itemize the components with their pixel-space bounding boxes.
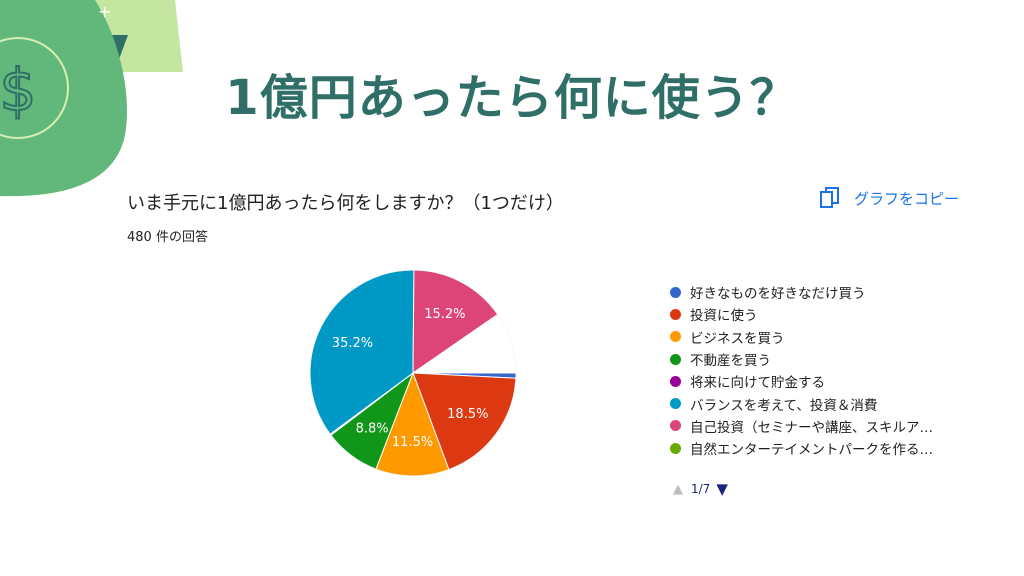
legend-swatch: [670, 331, 681, 343]
pie-data-label: 11.5%: [392, 435, 433, 450]
legend-item: 将来に向けて貯金する: [670, 370, 933, 392]
pie-data-label: 8.8%: [356, 421, 389, 436]
legend-item: ビジネスを買う: [670, 326, 933, 348]
svg-text:+: +: [98, 2, 111, 21]
legend-swatch: [670, 375, 681, 387]
dollar-coin-icon: $: [0, 55, 37, 125]
legend-item: 自己投資（セミナーや講座、スキルア…: [670, 415, 933, 437]
pie-outline: [309, 270, 517, 477]
legend-label: 好きなものを好きなだけ買う: [690, 286, 866, 303]
legend-swatch: [670, 308, 681, 320]
legend-page-indicator: 1/7: [691, 482, 711, 496]
legend-item: 不動産を買う: [670, 348, 933, 370]
legend-label: 不動産を買う: [690, 353, 771, 370]
triangle-down-icon[interactable]: ▼: [716, 480, 728, 498]
pie-data-label: 18.5%: [447, 407, 488, 422]
legend-label: ビジネスを買う: [690, 330, 785, 347]
copy-chart-label: グラフをコピー: [854, 189, 960, 208]
legend-swatch: [670, 286, 681, 298]
survey-question: いま手元に1億円あったら何をしますか？（1つだけ）: [127, 193, 564, 214]
copy-icon: [820, 187, 839, 208]
money-bag-illustration: $ +: [0, 0, 183, 197]
chart-legend: 好きなものを好きなだけ買う 投資に使うビジネスを買う 不動産を買う将来に向けて貯金す…: [670, 281, 933, 459]
pie-data-label: 35.2%: [332, 336, 373, 351]
svg-text:$: $: [0, 56, 36, 124]
legend-label: 自己投資（セミナーや講座、スキルア…: [690, 419, 933, 436]
legend-label: バランスを考えて、投資＆消費: [690, 397, 878, 414]
legend-label: 将来に向けて貯金する: [690, 375, 825, 392]
legend-item: 自然エンターテイメントパークを作る…: [670, 437, 933, 459]
triangle-up-icon[interactable]: ▲: [673, 481, 683, 497]
legend-swatch: [670, 398, 681, 410]
legend-pager: ▲ 1/7 ▼: [673, 480, 728, 498]
legend-item: 投資に使う: [670, 303, 933, 325]
legend-label: 自然エンターテイメントパークを作る…: [690, 442, 933, 459]
pie-chart: 18.5% 11.5%8.8% 35.2% 15.2%: [309, 270, 517, 477]
legend-label: 投資に使う: [690, 308, 758, 325]
legend-item: バランスを考えて、投資＆消費: [670, 392, 933, 414]
legend-item: 好きなものを好きなだけ買う: [670, 281, 933, 303]
legend-swatch: [670, 420, 681, 432]
legend-swatch: [670, 353, 681, 365]
page-title: 1億円あったら何に使う？: [225, 70, 799, 126]
response-count: 480 件の回答: [127, 230, 208, 245]
legend-swatch: [670, 442, 681, 454]
copy-chart-button[interactable]: グラフをコピー: [818, 186, 959, 210]
pie-data-label: 15.2%: [424, 307, 465, 322]
